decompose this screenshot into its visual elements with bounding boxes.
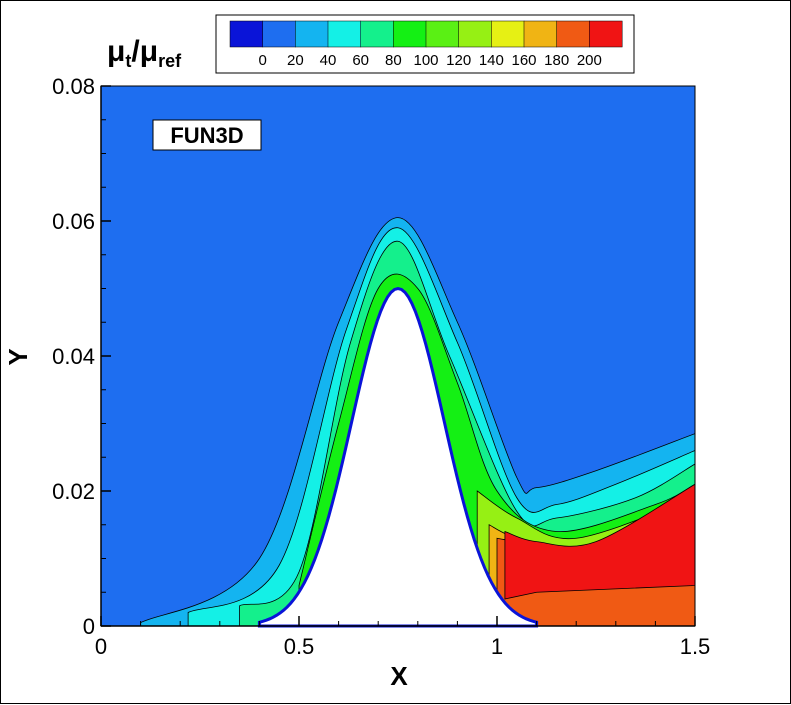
colorbar-tick-label: 80: [385, 52, 402, 69]
x-tick-label: 1.5: [680, 634, 711, 659]
colorbar-swatch: [393, 20, 427, 48]
x-tick-label: 0: [95, 634, 107, 659]
colorbar-title: μt/μref: [107, 35, 182, 71]
colorbar-tick-label: 60: [352, 52, 369, 69]
colorbar-tick-label: 0: [258, 52, 266, 69]
colorbar-swatch: [523, 20, 558, 48]
colorbar-tick-label: 100: [413, 52, 438, 69]
y-tick-label: 0.04: [52, 344, 95, 369]
colorbar-swatch: [556, 20, 590, 48]
y-tick-label: 0.06: [52, 209, 95, 234]
x-axis-title: X: [390, 661, 408, 691]
colorbar-swatch: [295, 20, 329, 48]
x-tick-label: 1: [491, 634, 503, 659]
y-axis-title: Y: [3, 348, 33, 365]
y-tick-label: 0: [83, 614, 95, 639]
colorbar-swatch: [425, 20, 460, 48]
colorbar-swatch: [327, 20, 362, 48]
annotation-box: FUN3D: [152, 119, 262, 151]
plot-area: [100, 85, 696, 628]
colorbar-tick-label: 180: [544, 52, 569, 69]
colorbar-tick-label: 20: [287, 52, 304, 69]
y-tick-label: 0.02: [52, 479, 95, 504]
contour-band-200: [504, 483, 695, 600]
colorbar-tick-label: 120: [446, 52, 471, 69]
colorbar-tick-label: 140: [479, 52, 504, 69]
y-tick-label: 0.08: [52, 74, 95, 99]
colorbar-legend: μt/μref 0 20 40 60 80 100 120 140 160 180 200: [107, 14, 635, 74]
colorbar-tick-label: 40: [320, 52, 337, 69]
colorbar-swatch: [491, 20, 525, 48]
bump-body: [257, 286, 539, 628]
colorbar-tick-label: 160: [511, 52, 536, 69]
x-tick-label: 0.5: [284, 634, 315, 659]
colorbar-swatch: [360, 20, 394, 48]
colorbar-tick-label: 200: [577, 52, 602, 69]
annotation-label: FUN3D: [170, 123, 243, 148]
colorbar-swatch: [589, 20, 623, 48]
colorbar-swatch: [458, 20, 492, 48]
colorbar-swatch: [262, 20, 296, 48]
colorbar-swatch: [229, 20, 264, 48]
